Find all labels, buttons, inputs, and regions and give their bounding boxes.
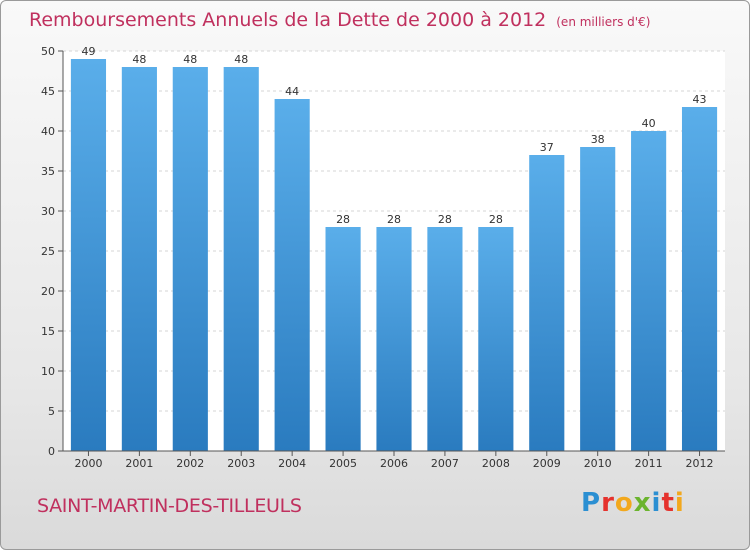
x-tick-label: 2003: [227, 457, 255, 470]
x-tick-label: 2007: [431, 457, 459, 470]
y-tick-label: 15: [41, 325, 55, 338]
bar: [121, 67, 157, 451]
y-tick-label: 45: [41, 85, 55, 98]
bar: [172, 67, 208, 451]
bar: [376, 227, 412, 451]
data-label: 44: [285, 85, 299, 98]
data-label: 28: [336, 213, 350, 226]
bar: [580, 147, 616, 451]
chart-title-text: Remboursements Annuels de la Dette de 20…: [29, 9, 547, 31]
data-label: 37: [540, 141, 554, 154]
x-tick-label: 2009: [533, 457, 561, 470]
data-label: 48: [183, 53, 197, 66]
bar: [325, 227, 361, 451]
logo-letter: P: [581, 488, 602, 518]
bar: [427, 227, 463, 451]
data-label: 28: [489, 213, 503, 226]
data-label: 28: [387, 213, 401, 226]
data-label: 43: [693, 93, 707, 106]
proxiti-logo: Proxiti: [581, 488, 685, 518]
chart-unit: (en milliers d'€): [556, 15, 651, 29]
logo-letter: x: [633, 488, 652, 518]
y-tick-label: 20: [41, 285, 55, 298]
bar: [223, 67, 259, 451]
y-tick-label: 35: [41, 165, 55, 178]
x-tick-label: 2000: [74, 457, 102, 470]
y-tick-label: 0: [48, 445, 55, 458]
x-tick-label: 2004: [278, 457, 306, 470]
bar: [274, 99, 310, 451]
bar: [70, 59, 107, 451]
bars: 49 48 48 48 44 28 28 28 28 37 38 40 43: [70, 45, 718, 451]
x-tick-label: 2008: [482, 457, 510, 470]
logo-letter: i: [651, 488, 662, 518]
axes: 0 5 10 15 20 25 30 35 40 45 50 2000 2001 2002 2003 2004…: [41, 45, 725, 470]
chart-title: Remboursements Annuels de la Dette de 20…: [29, 9, 650, 31]
logo-letter: t: [661, 488, 675, 518]
x-tick-label: 2010: [584, 457, 612, 470]
x-tick-label: 2005: [329, 457, 357, 470]
y-tick-label: 40: [41, 125, 55, 138]
data-label: 38: [591, 133, 605, 146]
bar: [529, 155, 565, 451]
x-tick-label: 2002: [176, 457, 204, 470]
commune-name: SAINT-MARTIN-DES-TILLEULS: [37, 495, 302, 517]
y-tick-label: 50: [41, 45, 55, 58]
logo-letter: o: [614, 488, 634, 518]
data-label: 40: [642, 117, 656, 130]
y-tick-label: 5: [48, 405, 55, 418]
data-label: 48: [132, 53, 146, 66]
data-label: 28: [438, 213, 452, 226]
y-tick-label: 10: [41, 365, 55, 378]
bar: [631, 131, 667, 451]
x-tick-label: 2012: [686, 457, 714, 470]
logo-letter: i: [674, 488, 685, 518]
data-label: 49: [81, 45, 95, 58]
y-tick-label: 30: [41, 205, 55, 218]
bar: [681, 107, 718, 451]
y-tick-label: 25: [41, 245, 55, 258]
x-tick-label: 2011: [635, 457, 663, 470]
bar: [478, 227, 514, 451]
x-tick-label: 2006: [380, 457, 408, 470]
logo-letter: r: [601, 488, 615, 518]
x-tick-label: 2001: [125, 457, 153, 470]
data-label: 48: [234, 53, 248, 66]
